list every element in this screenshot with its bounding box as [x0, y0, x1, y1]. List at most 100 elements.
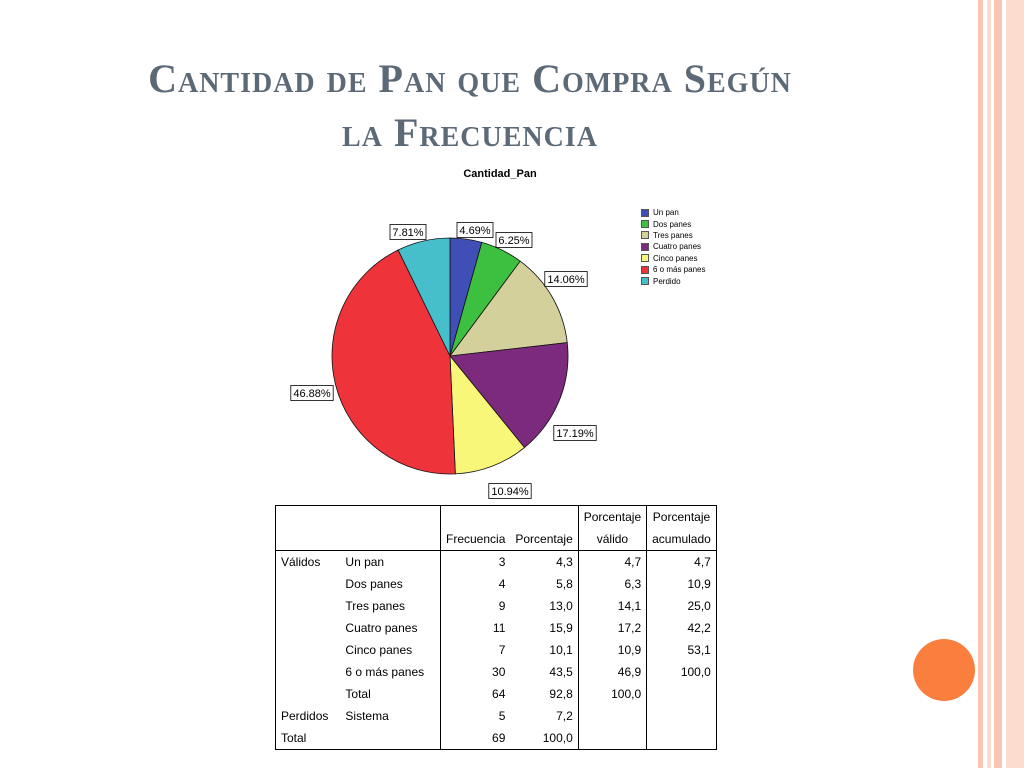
table-row: Cinco panes 7 10,1 10,9 53,1 — [276, 639, 717, 661]
table-row: Total 64 92,8 100,0 — [276, 683, 717, 705]
row-group — [276, 683, 341, 705]
data-label-text: 10.94% — [491, 486, 529, 498]
data-label: 10.94% — [488, 483, 532, 499]
chart-legend: Un pan Dos panes Tres panes Cuatro panes Cin… — [641, 207, 705, 287]
cell-acumulado: 42,2 — [646, 617, 717, 639]
pie-slice-perdido — [397, 237, 451, 357]
legend-label: Un pan — [653, 208, 679, 218]
data-label-text: 17.19% — [556, 428, 594, 440]
legend-swatch — [641, 265, 649, 274]
cell-frecuencia: 5 — [440, 705, 511, 727]
cell-acumulado — [646, 705, 717, 727]
legend-item: Un pan — [641, 207, 705, 218]
row-label: Cinco panes — [345, 643, 413, 657]
legend-label: Dos panes — [653, 219, 692, 229]
row-group — [276, 639, 341, 661]
pie-slice-tres-panes — [449, 260, 568, 357]
data-label-text: 4.69% — [459, 225, 490, 237]
cell-valido — [577, 705, 647, 727]
accent-circle — [913, 639, 975, 701]
cell-frecuencia: 3 — [440, 550, 511, 573]
data-label: 14.06% — [544, 271, 588, 287]
table-row: Perdidos Sistema 5 7,2 — [276, 705, 717, 727]
data-label: 17.19% — [553, 425, 597, 441]
cell-acumulado: 10,9 — [646, 573, 717, 595]
table-row: Total 69 100,0 — [276, 727, 717, 750]
cell-valido: 6,3 — [577, 573, 647, 595]
row-group: Total — [281, 731, 307, 745]
pie-slice-cuatro-panes — [449, 342, 569, 449]
legend-swatch — [641, 231, 649, 240]
data-label-text: 14.06% — [547, 274, 585, 286]
header-acumulado-line2: acumulado — [646, 528, 717, 551]
data-label-box — [488, 483, 532, 499]
data-label-box — [544, 271, 588, 287]
cell-acumulado: 53,1 — [646, 639, 717, 661]
cell-porcentaje: 92,8 — [549, 687, 573, 701]
cell-frecuencia: 7 — [440, 639, 511, 661]
legend-label: Tres panes — [653, 230, 693, 240]
row-group: Válidos — [281, 555, 321, 569]
cell-porcentaje: 5,8 — [556, 577, 573, 591]
slide-title-line1: Cantidad de Pan que Compra Según — [148, 56, 792, 101]
header-acumulado-line1: Porcentaje — [646, 505, 717, 528]
row-label — [340, 727, 440, 750]
cell-acumulado — [646, 727, 717, 750]
data-label-text: 6.25% — [498, 235, 529, 247]
legend-item: Cuatro panes — [641, 241, 705, 252]
data-label: 7.81% — [389, 224, 427, 240]
data-label-text: 46.88% — [293, 388, 331, 400]
data-label: 6.25% — [495, 232, 533, 248]
legend-swatch — [641, 254, 649, 263]
legend-item: Perdido — [641, 275, 705, 286]
legend-label: 6 o más panes — [653, 265, 706, 275]
table-row: Dos panes 4 5,8 6,3 10,9 — [276, 573, 717, 595]
data-label-text: 7.81% — [392, 227, 423, 239]
chart-title: Cantidad_Pan — [463, 168, 537, 180]
cell-acumulado — [646, 683, 717, 705]
cell-porcentaje: 4,3 — [556, 555, 573, 569]
pie-slice-cinco-panes — [449, 354, 526, 475]
cell-acumulado: 4,7 — [646, 550, 717, 573]
table-row: 6 o más panes 30 43,5 46,9 100,0 — [276, 661, 717, 683]
data-label-box — [456, 222, 494, 238]
table-row: Válidos Un pan 3 4,3 4,7 4,7 — [276, 550, 717, 573]
cell-frecuencia: 30 — [440, 661, 511, 683]
legend-swatch — [641, 277, 649, 286]
header-valido-line2: válido — [577, 528, 647, 551]
row-label: Total — [345, 687, 371, 701]
table-header-blank — [440, 505, 511, 528]
cell-frecuencia: 11 — [440, 617, 511, 639]
cell-acumulado: 100,0 — [646, 661, 717, 683]
cell-porcentaje: 7,2 — [556, 709, 573, 723]
cell-porcentaje: 100,0 — [542, 731, 573, 745]
row-label: 6 o más panes — [345, 665, 425, 679]
row-group — [276, 595, 341, 617]
table-header-corner — [275, 505, 441, 551]
cell-porcentaje: 13,0 — [549, 599, 573, 613]
row-label: Tres panes — [345, 599, 405, 613]
cell-porcentaje: 15,9 — [549, 621, 573, 635]
row-label: Sistema — [345, 709, 389, 723]
data-label-box — [290, 385, 334, 401]
cell-valido: 14,1 — [577, 595, 647, 617]
legend-item: Cinco panes — [641, 253, 705, 264]
legend-swatch — [641, 208, 649, 217]
legend-item: 6 o más panes — [641, 264, 705, 275]
cell-frecuencia: 4 — [440, 573, 511, 595]
data-label-box — [553, 425, 597, 441]
cell-frecuencia: 9 — [440, 595, 511, 617]
row-group — [276, 661, 341, 683]
frequency-table: Porcentaje Porcentaje Frecuencia Porcent… — [275, 505, 717, 750]
row-group: Perdidos — [281, 709, 329, 723]
data-label-box — [389, 224, 427, 240]
table-row: Cuatro panes 11 15,9 17,2 42,2 — [276, 617, 717, 639]
cell-valido: 100,0 — [577, 683, 647, 705]
data-label-box — [495, 232, 533, 248]
legend-label: Cuatro panes — [653, 242, 702, 252]
table-row: Tres panes 9 13,0 14,1 25,0 — [276, 595, 717, 617]
decorative-stripe — [978, 0, 983, 768]
header-porcentaje: Porcentaje — [510, 528, 579, 551]
row-label: Dos panes — [345, 577, 403, 591]
